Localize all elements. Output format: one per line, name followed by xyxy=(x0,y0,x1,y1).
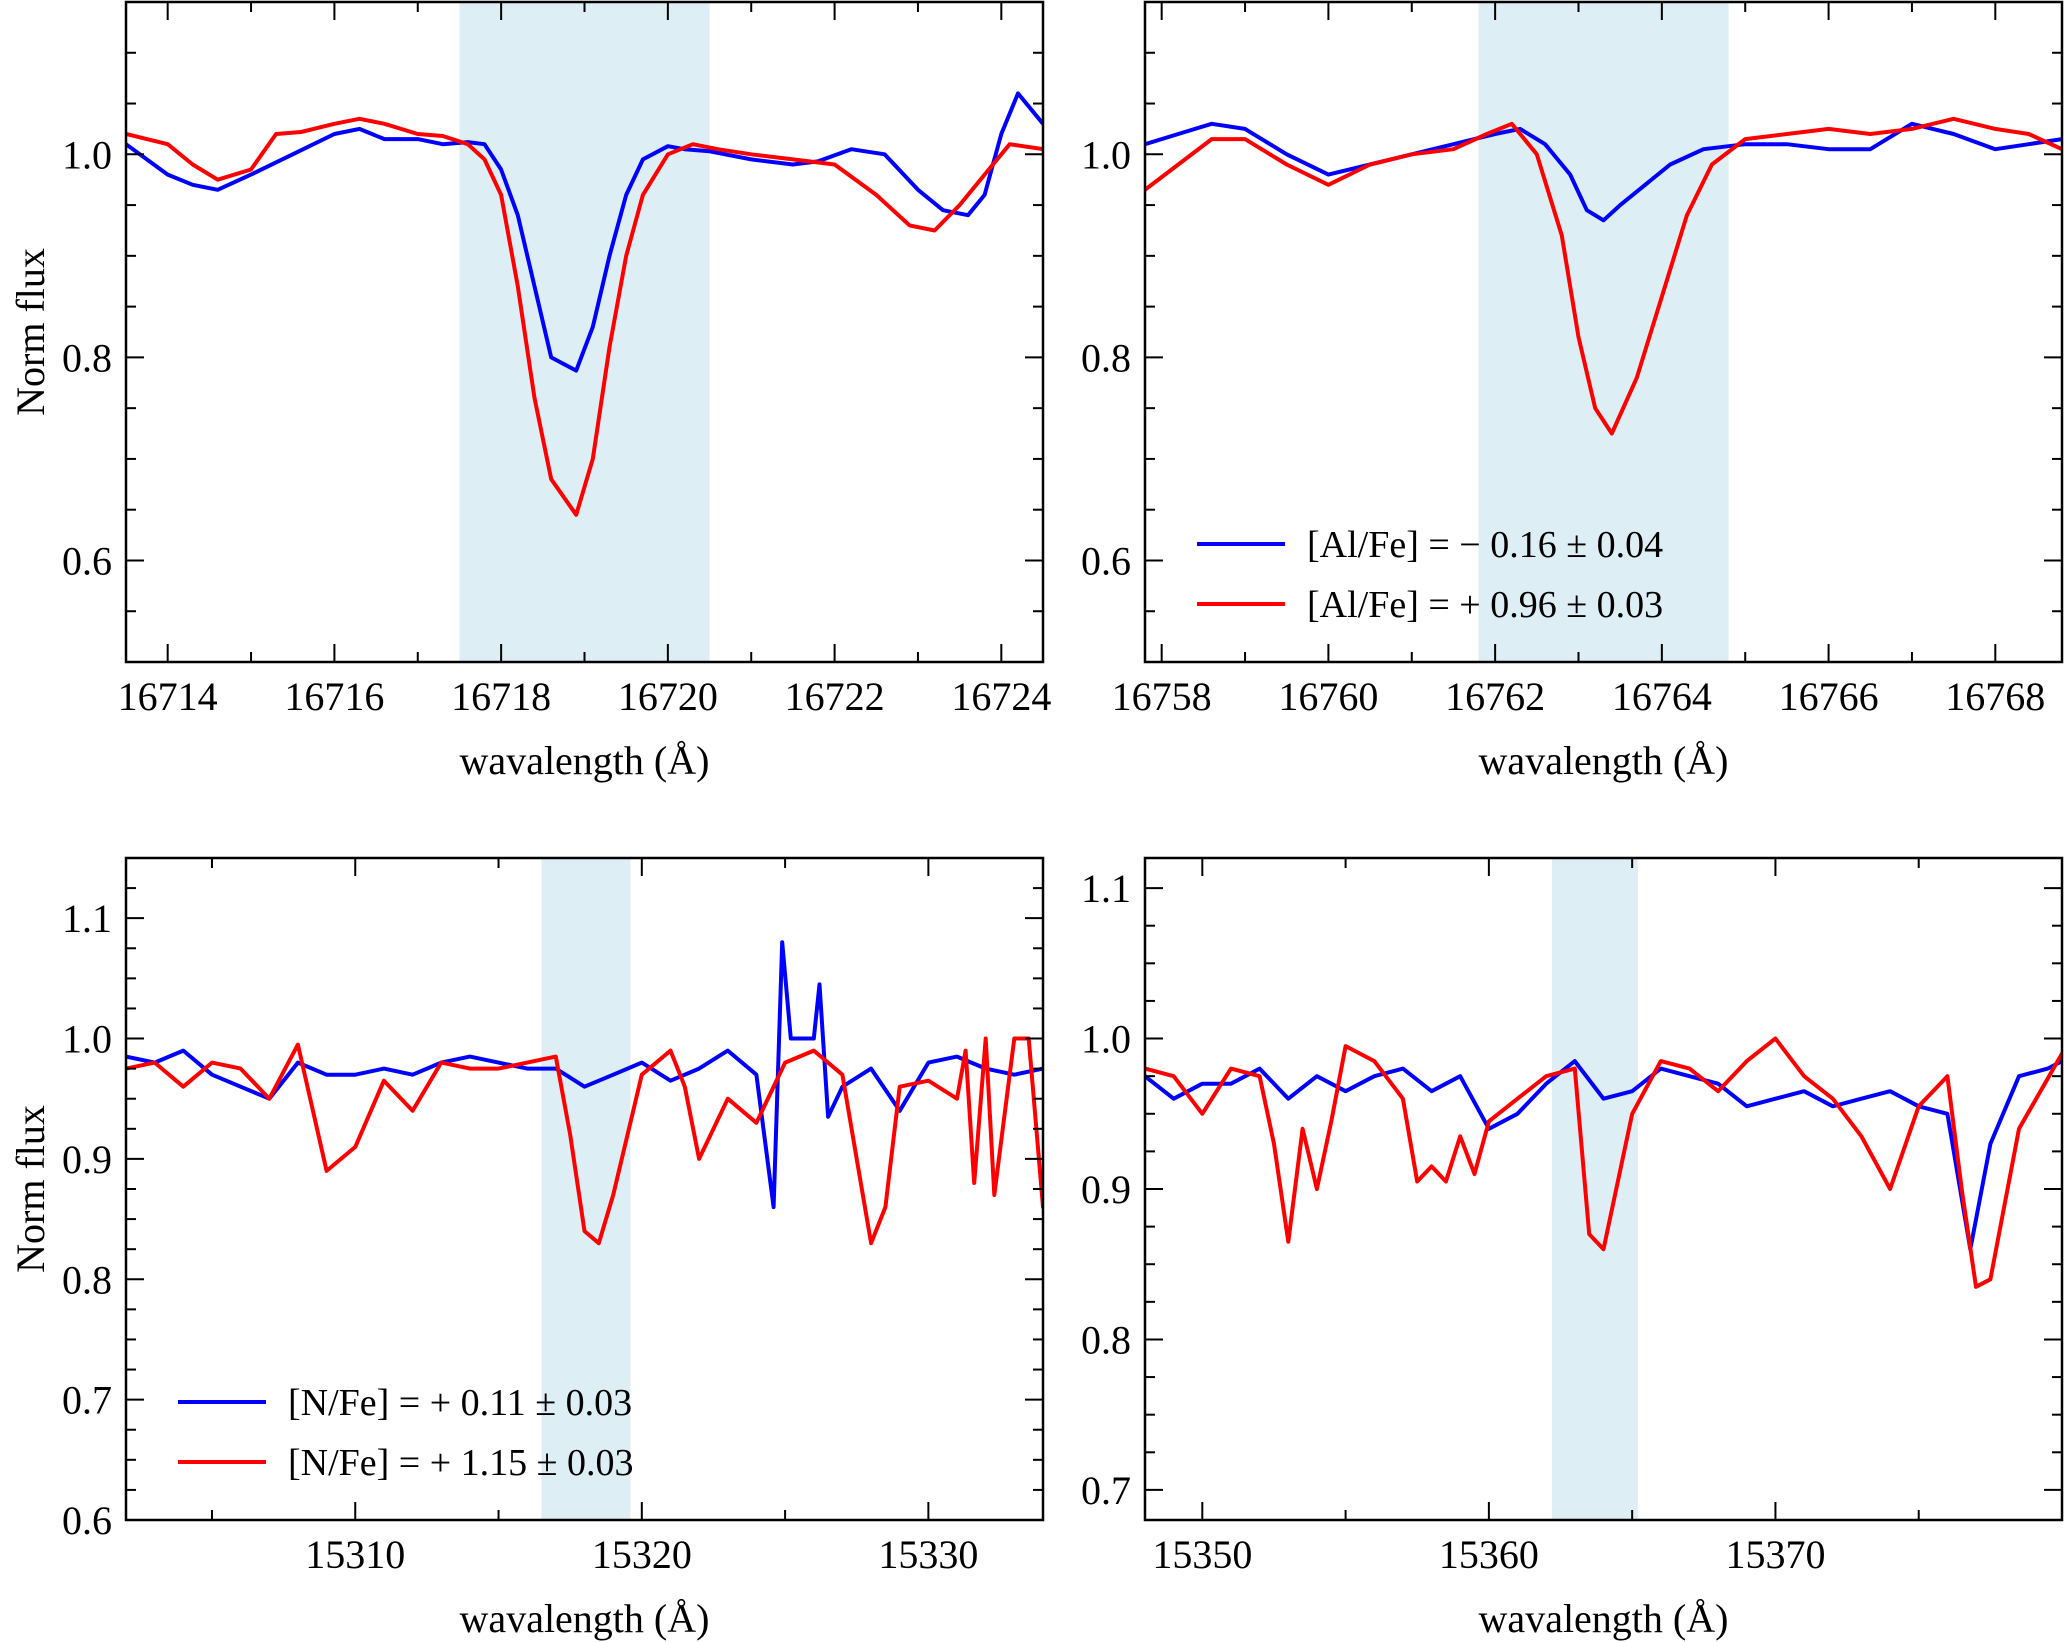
series-line-red xyxy=(126,116,1043,517)
shaded-band xyxy=(459,2,710,662)
x-axis-label: wavalength (Å) xyxy=(1479,1596,1729,1641)
series-line-blue xyxy=(126,940,1043,1210)
series-line-blue xyxy=(1145,1059,2062,1252)
x-tick-label: 16766 xyxy=(1779,674,1879,719)
x-tick-label: 15360 xyxy=(1439,1532,1539,1577)
y-tick-label: 0.6 xyxy=(1081,538,1131,583)
y-tick-label: 0.8 xyxy=(1081,335,1131,380)
x-tick-label: 15350 xyxy=(1152,1532,1252,1577)
y-tick-label: 1.0 xyxy=(1081,132,1131,177)
y-axis-label: Norm flux xyxy=(8,1105,53,1273)
legend-label: [Al/Fe] = + 0.96 ± 0.03 xyxy=(1307,584,1663,626)
y-tick-label: 1.0 xyxy=(62,132,112,177)
x-tick-label: 16764 xyxy=(1612,674,1712,719)
panel-2: 16758 16760 16762 16764 16766 16768 0.6 0.8 1.0 w… xyxy=(1081,0,2064,783)
y-tick-label: 0.8 xyxy=(62,335,112,380)
shaded-band xyxy=(1478,2,1729,662)
legend: [Al/Fe] = − 0.16 ± 0.04 [Al/Fe] = + 0.96 … xyxy=(1197,524,1663,626)
x-tick-label: 15330 xyxy=(878,1532,978,1577)
x-tick-label: 16720 xyxy=(618,674,718,719)
legend-label: [N/Fe] = + 1.15 ± 0.03 xyxy=(288,1442,634,1484)
x-tick-label: 16762 xyxy=(1445,674,1545,719)
x-axis-label: wavalength (Å) xyxy=(460,1596,710,1641)
series-line-blue xyxy=(126,91,1043,373)
x-tick-label: 16714 xyxy=(118,674,218,719)
y-tick-label: 0.9 xyxy=(1081,1167,1131,1212)
plot-frame xyxy=(1143,0,2064,664)
x-axis-label: wavalength (Å) xyxy=(1479,738,1729,783)
y-tick-label: 0.8 xyxy=(62,1257,112,1302)
panel-4: 15350 15360 15370 0.7 0.8 0.9 1.0 1.1 wavalength… xyxy=(1081,856,2064,1641)
x-tick-label: 16758 xyxy=(1112,674,1212,719)
x-tick-label: 16760 xyxy=(1278,674,1378,719)
y-tick-label: 0.9 xyxy=(62,1137,112,1182)
y-tick-label: 1.0 xyxy=(1081,1017,1131,1062)
y-tick-label: 1.1 xyxy=(1081,866,1131,911)
y-tick-label: 0.8 xyxy=(1081,1317,1131,1362)
panel-1: 16714 16716 16718 16720 16722 16724 0.6 0.8 1.0 w… xyxy=(8,0,1051,783)
legend-label: [N/Fe] = + 0.11 ± 0.03 xyxy=(288,1382,632,1424)
x-tick-label: 16718 xyxy=(451,674,551,719)
y-tick-label: 0.7 xyxy=(1081,1468,1131,1513)
y-tick-label: 0.6 xyxy=(62,538,112,583)
y-tick-label: 0.6 xyxy=(62,1498,112,1543)
legend: [N/Fe] = + 0.11 ± 0.03 [N/Fe] = + 1.15 ± … xyxy=(178,1382,634,1484)
y-tick-label: 1.1 xyxy=(62,896,112,941)
legend-label: [Al/Fe] = − 0.16 ± 0.04 xyxy=(1307,524,1663,566)
x-tick-label: 16768 xyxy=(1945,674,2045,719)
x-tick-label: 15310 xyxy=(305,1532,405,1577)
y-tick-label: 0.7 xyxy=(62,1378,112,1423)
x-tick-label: 15320 xyxy=(592,1532,692,1577)
y-axis-label: Norm flux xyxy=(8,248,53,416)
panel-3: 15310 15320 15330 0.6 0.7 0.8 0.9 1.0 1.1 wavalen… xyxy=(8,856,1045,1641)
series-line-red xyxy=(126,1036,1043,1246)
x-tick-label: 16722 xyxy=(785,674,885,719)
series-line-blue xyxy=(1145,121,2062,223)
x-tick-label: 16724 xyxy=(951,674,1051,719)
x-axis-label: wavalength (Å) xyxy=(460,738,710,783)
series-line-red xyxy=(1145,116,2062,436)
shaded-band xyxy=(1551,858,1638,1520)
y-tick-label: 1.0 xyxy=(62,1017,112,1062)
series-line-red xyxy=(1145,1036,2062,1289)
x-tick-label: 16716 xyxy=(284,674,384,719)
x-tick-label: 15370 xyxy=(1725,1532,1825,1577)
